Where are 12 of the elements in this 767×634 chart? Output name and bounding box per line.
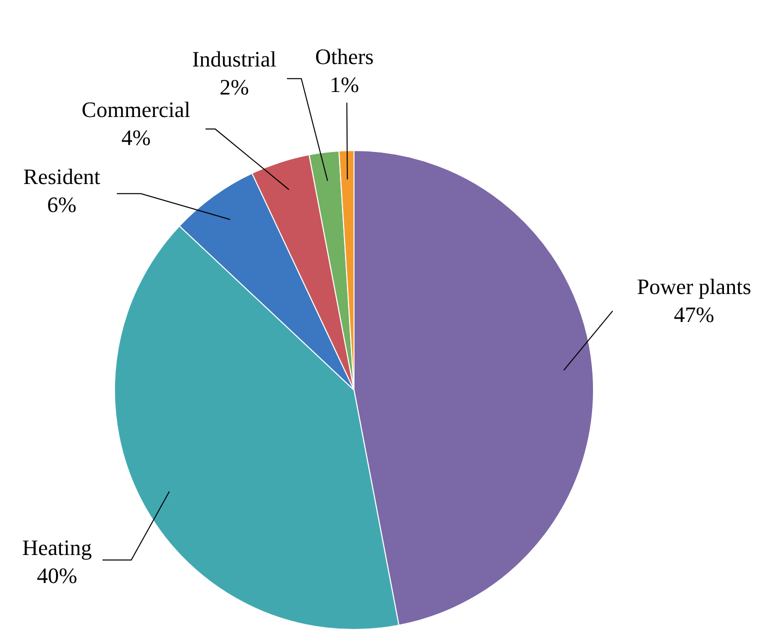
- data-label: 40%: [36, 563, 78, 588]
- slice-label: Heating: [22, 535, 92, 560]
- slice-label: Resident: [23, 164, 100, 189]
- slice-label: Power plants: [636, 274, 752, 300]
- data-label: 2%: [220, 74, 249, 100]
- data-label: 6%: [47, 192, 76, 217]
- slice-label: Commercial: [82, 96, 190, 122]
- slice-label: Industrial: [192, 46, 276, 72]
- data-label: 1%: [330, 72, 360, 98]
- slice-label: Others: [315, 44, 374, 70]
- data-label: 47%: [674, 302, 714, 328]
- data-label: 4%: [121, 124, 151, 150]
